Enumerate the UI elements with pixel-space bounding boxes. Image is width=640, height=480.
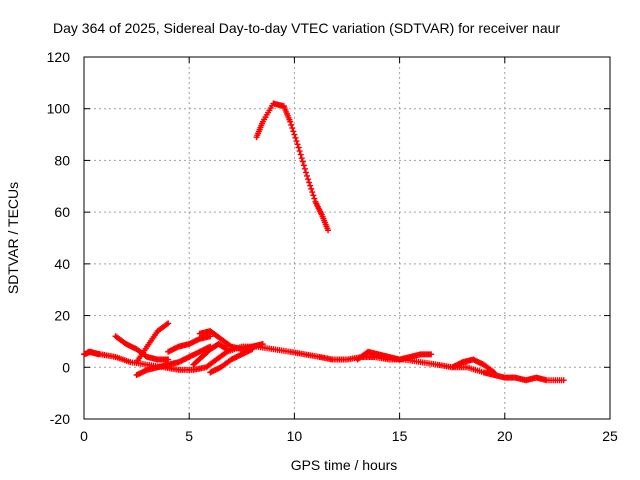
y-tick-label: 20: [54, 308, 70, 324]
data-point: [299, 158, 306, 165]
data-point: [165, 320, 172, 327]
x-tick-label: 10: [287, 428, 303, 444]
y-tick-label: 80: [54, 152, 70, 168]
y-tick-label: -20: [50, 411, 70, 427]
y-tick-label: 100: [47, 101, 71, 117]
data-point: [304, 172, 311, 179]
x-tick-label: 0: [80, 428, 88, 444]
data-point: [249, 346, 256, 353]
data-point: [295, 144, 302, 151]
data-point: [290, 128, 297, 135]
data-point: [301, 165, 308, 172]
data-series-track-g: [190, 341, 231, 368]
data-point: [294, 141, 301, 148]
data-point: [291, 131, 298, 138]
data-point: [491, 369, 498, 376]
data-point: [305, 176, 312, 183]
y-tick-label: 60: [54, 204, 70, 220]
data-point: [306, 179, 313, 186]
data-point: [296, 148, 303, 155]
axis-ticks: [83, 56, 611, 420]
plot-frame: [83, 56, 611, 420]
y-tick-label: 40: [54, 256, 70, 272]
x-tick-labels: 0 5 10 15 20 25: [80, 428, 618, 444]
data-point: [293, 138, 300, 145]
data-point: [95, 351, 102, 358]
data-point: [300, 162, 307, 169]
data-series-track-k: [449, 356, 498, 376]
data-point: [309, 189, 316, 196]
y-tick-labels: -20 0 20 40 60 80 100 120: [47, 49, 71, 427]
data-point: [259, 341, 266, 348]
data-point: [311, 195, 318, 202]
x-axis-label: GPS time / hours: [291, 457, 398, 473]
data-point: [288, 121, 295, 128]
data-point: [308, 185, 315, 192]
data-series-track-i: [207, 346, 256, 376]
data-point: [302, 169, 309, 176]
data-point: [428, 351, 435, 358]
data-series-track-a: [85, 343, 567, 384]
x-tick-label: 5: [185, 428, 193, 444]
data-point: [325, 227, 332, 234]
data-point: [224, 346, 231, 353]
data-series-track-b: [81, 348, 102, 358]
x-tick-label: 15: [392, 428, 408, 444]
data-point: [292, 134, 299, 141]
data-point: [207, 333, 214, 340]
x-tick-label: 20: [497, 428, 513, 444]
data-point: [287, 118, 294, 125]
data-point: [307, 182, 314, 189]
data-point: [310, 192, 317, 199]
data-series-track-l: [253, 100, 332, 234]
data-series-track-f: [165, 333, 214, 355]
y-tick-label: 0: [62, 359, 70, 375]
data-marks: [81, 100, 567, 384]
data-series-track-d: [133, 320, 172, 366]
data-series-track-j: [354, 348, 435, 363]
data-point: [560, 377, 567, 384]
x-tick-label: 25: [602, 428, 618, 444]
chart-title: Day 364 of 2025, Sidereal Day-to-day VTE…: [53, 20, 560, 36]
data-point: [298, 155, 305, 162]
data-point: [165, 356, 172, 363]
y-tick-label: 120: [47, 49, 71, 65]
data-point: [289, 125, 296, 132]
y-axis-label: SDTVAR / TECUs: [5, 182, 21, 294]
data-point: [297, 151, 304, 158]
